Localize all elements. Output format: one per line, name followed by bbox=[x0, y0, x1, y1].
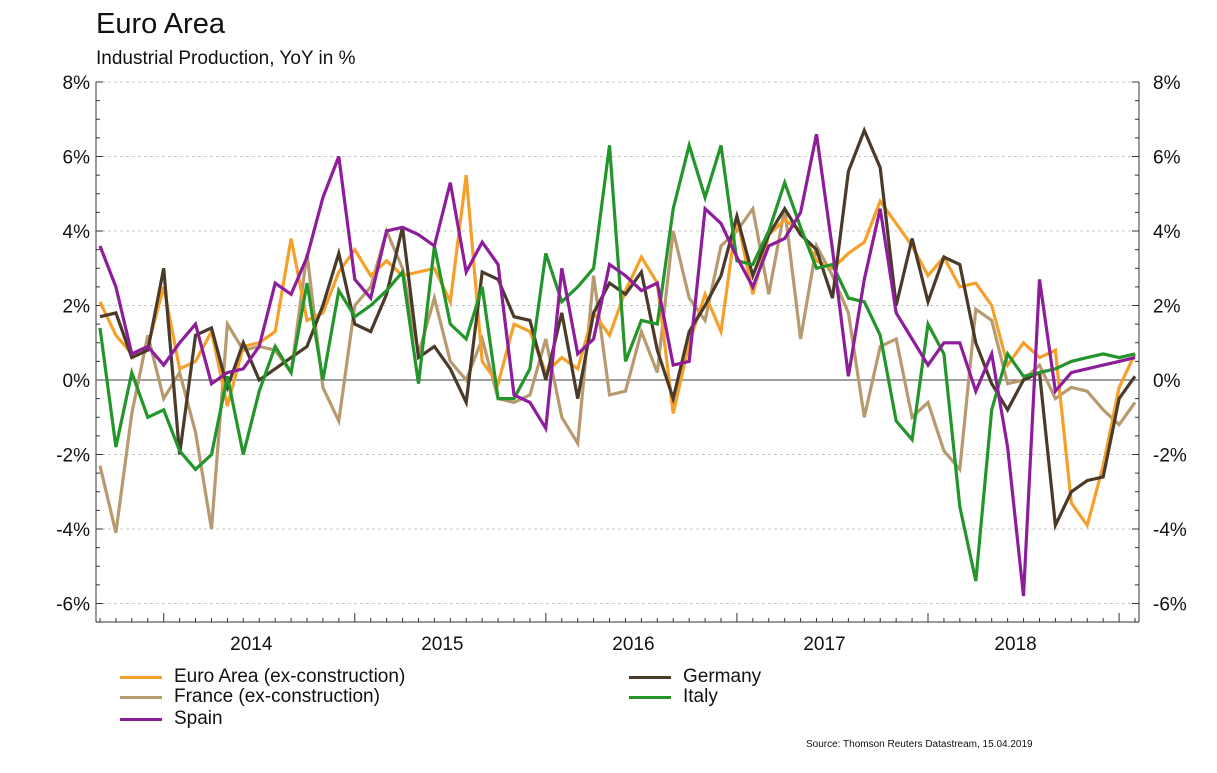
legend-label-germany: Germany bbox=[683, 666, 762, 687]
legend-item-italy: Italy bbox=[629, 686, 718, 708]
x-tick-label: 2018 bbox=[994, 634, 1036, 655]
legend-item-germany: Germany bbox=[629, 666, 761, 688]
y-tick-label-right: 4% bbox=[1153, 222, 1181, 243]
series-line-italy bbox=[98, 139, 1136, 582]
y-tick-label-left: -2% bbox=[56, 446, 90, 467]
y-tick-label-right: -6% bbox=[1153, 595, 1187, 616]
legend-swatch-italy bbox=[629, 695, 671, 699]
legend: Euro Area (ex-construction) France (ex-c… bbox=[120, 666, 880, 736]
y-tick-label-left: 8% bbox=[63, 73, 91, 94]
legend-swatch-euro-area bbox=[120, 675, 162, 679]
series-line-euro bbox=[98, 174, 1137, 529]
source-note: Source: Thomson Reuters Datastream, 15.0… bbox=[806, 739, 1033, 750]
legend-item-spain: Spain bbox=[120, 708, 223, 730]
series-line-germany bbox=[99, 126, 1137, 532]
legend-swatch-germany bbox=[629, 675, 671, 679]
y-tick-label-right: -2% bbox=[1153, 446, 1187, 467]
y-tick-label-right: -4% bbox=[1153, 520, 1187, 541]
y-tick-label-right: 0% bbox=[1153, 371, 1181, 392]
y-tick-label-left: -4% bbox=[56, 520, 90, 541]
chart-subtitle: Industrial Production, YoY in % bbox=[96, 48, 356, 69]
x-tick-label: 2015 bbox=[421, 634, 463, 655]
legend-label-italy: Italy bbox=[683, 686, 718, 707]
y-tick-label-left: -6% bbox=[56, 595, 90, 616]
legend-swatch-spain bbox=[120, 717, 162, 721]
legend-swatch-france bbox=[120, 695, 162, 699]
legend-label-spain: Spain bbox=[174, 708, 223, 729]
x-tick-label: 2017 bbox=[803, 634, 845, 655]
y-tick-label-left: 2% bbox=[63, 297, 91, 318]
x-tick-label: 2014 bbox=[230, 634, 273, 655]
legend-item-france: France (ex-construction) bbox=[120, 686, 380, 708]
y-tick-label-right: 6% bbox=[1153, 148, 1181, 169]
y-tick-label-left: 6% bbox=[63, 148, 91, 169]
legend-label-euro-area: Euro Area (ex-construction) bbox=[174, 666, 406, 687]
series-line-spain bbox=[98, 133, 1136, 597]
y-tick-label-right: 8% bbox=[1153, 73, 1181, 94]
y-tick-label-right: 2% bbox=[1153, 297, 1181, 318]
y-tick-label-left: 0% bbox=[63, 371, 91, 392]
legend-item-euro-area: Euro Area (ex-construction) bbox=[120, 666, 405, 688]
chart-title: Euro Area bbox=[96, 8, 225, 40]
y-tick-label-left: 4% bbox=[63, 222, 91, 243]
x-tick-label: 2016 bbox=[612, 634, 654, 655]
legend-label-france: France (ex-construction) bbox=[174, 686, 380, 707]
